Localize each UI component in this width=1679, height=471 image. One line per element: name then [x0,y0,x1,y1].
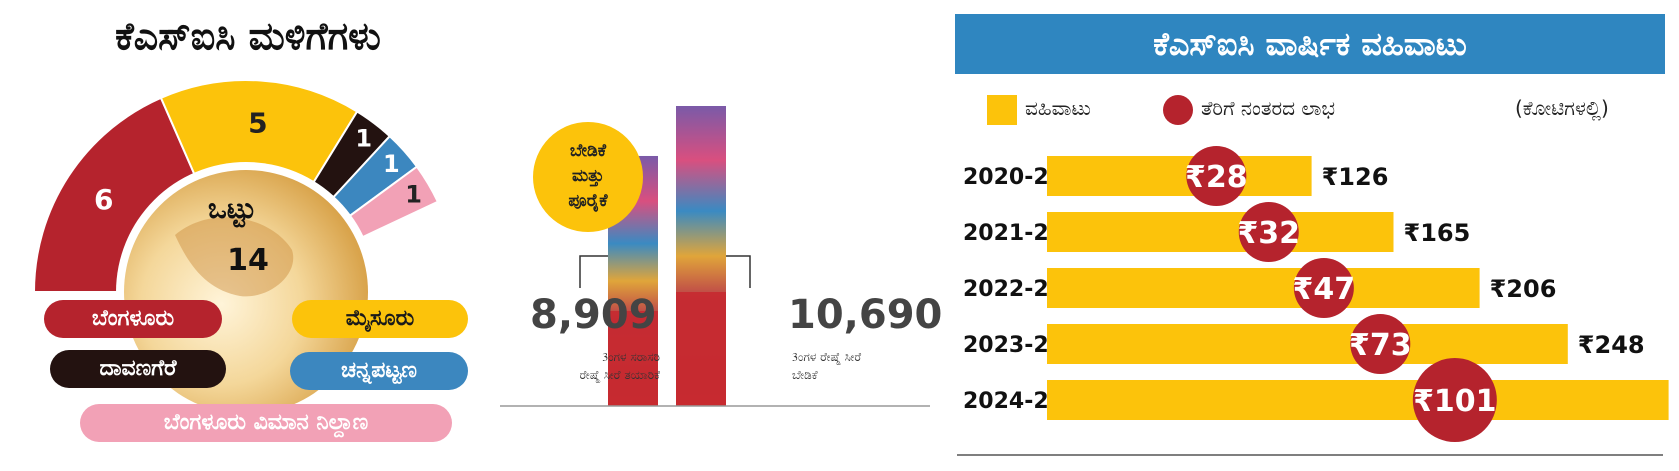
supply-caption-line-2: ರೇಷ್ಮೆ ಸೀರೆ ತಯಾರಿಕೆ [579,368,660,382]
demand-supply-panel: ಬೇಡಿಕೆ ಮತ್ತು ಪೂರೈಕೆ 8,909 3ಂಗಳ ಸರಾಸರಿ ರೇ… [500,0,943,471]
pie-slice-value-2: 1 [355,125,372,153]
center-label: ಒಟ್ಟು [208,192,256,228]
unit-label: (ಕೋಟಿಗಳಲ್ಲಿ) [1515,96,1609,120]
profit-value-2: ₹47 [1293,272,1356,307]
demand-value: 10,690 [788,292,943,338]
demand-leader [726,255,751,288]
pie-slice-value-4: 1 [405,180,422,208]
profit-value-3: ₹73 [1349,328,1412,363]
legend-turnover-swatch [987,95,1017,125]
turnover-value-3: ₹248 [1578,331,1645,359]
stores-semicircle-chart: ಒಟ್ಟು 14 65 111 [32,79,440,422]
store-pill-bengaluru: ಬೆಂಗಳೂರು [44,300,222,338]
center-value: 14 [227,243,269,278]
turnover-banner: ಕೆಎಸ್‌ಐಸಿ ವಾರ್ಷಿಕ ವಹಿವಾಟು [955,14,1665,74]
profit-value-4: ₹101 [1413,384,1497,419]
store-pill-davanagere: ದಾವಣಗೆರೆ [50,350,226,388]
turnover-title: ಕೆಎಸ್‌ಐಸಿ ವಾರ್ಷಿಕ ವಹಿವಾಟು [1153,25,1467,63]
turnover-bar-0 [1047,156,1312,196]
legend-turnover-label: ವಹಿವಾಟು [1025,96,1091,120]
profit-circle-2 [1293,258,1354,318]
pie-slice-value-0: 6 [94,183,113,216]
saree-bar-base-1 [676,292,726,406]
pie-slice-value-3: 1 [383,150,400,178]
demand-caption-line-2: ಬೇಡಿಕೆ [792,368,818,382]
turnover-value-0: ₹126 [1322,163,1389,191]
badge-line-3: ಪೂರೈಕೆ [568,191,608,211]
supply-caption: 3ಂಗಳ ಸರಾಸರಿ ರೇಷ್ಮೆ ಸೀರೆ ತಯಾರಿಕೆ [540,348,660,384]
silk-decoration [175,217,294,297]
profit-value-0: ₹28 [1185,160,1248,195]
supply-leader [579,255,608,288]
store-pill-channapatna: ಚನ್ನಪಟ್ಟಣ [290,352,468,390]
pie-slice-value-1: 5 [248,106,267,139]
profit-value-1: ₹32 [1237,216,1300,251]
store-pill-airport: ಬೆಂಗಳೂರು ವಿಮಾನ ನಿಲ್ದಾಣ [80,404,452,442]
demand-caption: 3ಂಗಳ ರೇಷ್ಮೆ ಸೀರೆ ಬೇಡಿಕೆ [792,348,932,384]
turnover-bar-3 [1047,324,1568,364]
turnover-bar-2 [1047,268,1480,308]
profit-circle-3 [1350,314,1411,374]
stores-title: ಕೆಎಸ್‌ಐಸಿ ಮಳಿಗೆಗಳು [115,14,381,58]
legend-profit-swatch [1163,95,1193,125]
badge-line-1: ಬೇಡಿಕೆ [569,141,607,161]
badge-line-2: ಮತ್ತು [571,166,605,186]
demand-supply-badge: ಬೇಡಿಕೆ ಮತ್ತು ಪೂರೈಕೆ [533,122,643,232]
legend-profit-label: ತೆರಿಗೆ ನಂತರದ ಲಾಭ [1201,96,1336,120]
turnover-bar-1 [1047,212,1394,252]
demand-caption-line-1: 3ಂಗಳ ರೇಷ್ಮೆ ಸೀರೆ [792,350,862,364]
turnover-bar-4 [1047,380,1669,420]
profit-circle-4 [1412,358,1497,442]
profit-circle-0 [1186,146,1247,206]
annual-turnover-panel: ಕೆಎಸ್‌ಐಸಿ ವಾರ್ಷಿಕ ವಹಿವಾಟು ವಹಿವಾಟು ತೆರಿಗೆ… [955,0,1670,471]
turnover-value-2: ₹206 [1490,275,1557,303]
turnover-value-1: ₹165 [1404,219,1471,247]
saree-bar-base-0 [608,310,658,406]
profit-circle-1 [1238,202,1299,262]
store-pill-mysuru: ಮೈಸೂರು [292,300,468,338]
demand-supply-chart [500,106,930,407]
supply-caption-line-1: 3ಂಗಳ ಸರಾಸರಿ [602,350,660,364]
supply-value: 8,909 [530,292,657,338]
